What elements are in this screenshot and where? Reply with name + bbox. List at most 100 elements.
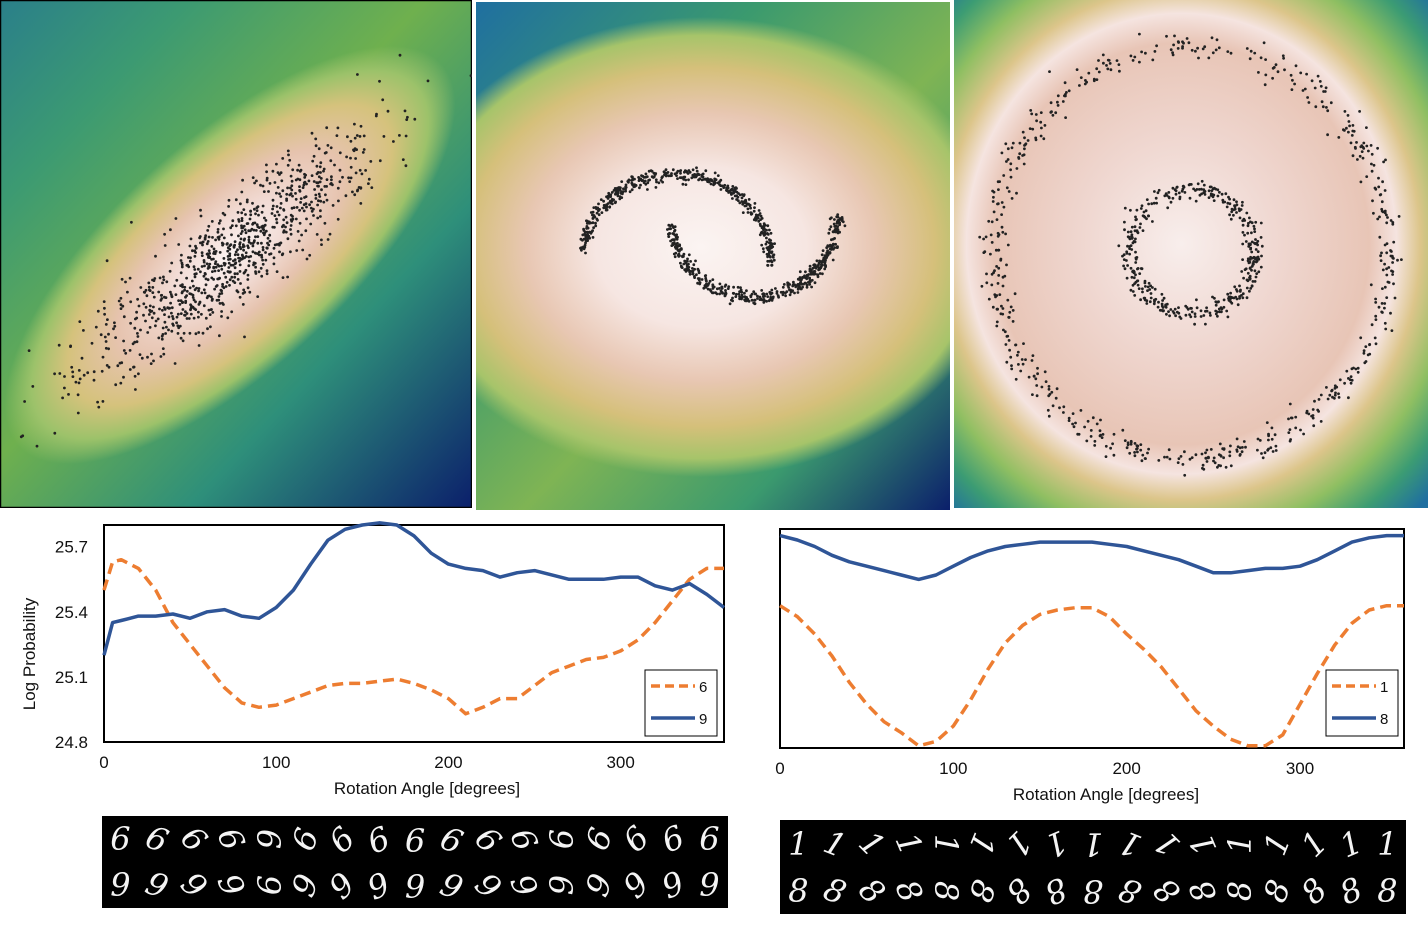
sample-point xyxy=(1156,305,1160,309)
sample-point xyxy=(197,287,201,290)
sample-point xyxy=(1389,311,1392,315)
sample-point xyxy=(338,180,342,184)
sample-point xyxy=(1127,235,1131,239)
sample-point xyxy=(1305,409,1309,413)
sample-point xyxy=(119,296,123,300)
sample-point xyxy=(596,206,600,210)
sample-point xyxy=(814,266,817,269)
sample-point xyxy=(275,191,278,195)
sample-point xyxy=(697,271,701,275)
sample-point xyxy=(201,243,204,247)
sample-point xyxy=(711,278,715,281)
sample-point xyxy=(695,169,699,173)
sample-point xyxy=(1274,449,1278,452)
sample-point xyxy=(1356,370,1360,374)
sample-point xyxy=(671,232,675,235)
digit-glyph: 1 xyxy=(926,833,965,854)
sample-point xyxy=(319,177,323,180)
sample-point xyxy=(1189,183,1193,186)
sample-point xyxy=(203,237,207,241)
sample-point xyxy=(275,221,279,225)
sample-point xyxy=(1129,266,1133,270)
sample-point xyxy=(1010,364,1013,367)
sample-point xyxy=(1391,270,1395,273)
digit-glyph: 9 xyxy=(248,874,287,896)
sample-point xyxy=(670,238,674,242)
sample-point xyxy=(220,264,223,268)
sample-point xyxy=(211,270,214,273)
sample-point xyxy=(114,336,117,339)
sample-point xyxy=(265,176,269,180)
sample-point xyxy=(1364,360,1368,363)
sample-point xyxy=(703,274,707,278)
sample-point xyxy=(256,205,260,209)
sample-point xyxy=(1218,442,1222,446)
sample-point xyxy=(1135,218,1138,221)
sample-point xyxy=(1350,378,1354,382)
sample-point xyxy=(700,175,704,178)
sample-point xyxy=(995,307,999,311)
sample-point xyxy=(1260,254,1263,258)
sample-point xyxy=(1035,384,1039,387)
sample-point xyxy=(1077,432,1081,436)
sample-point xyxy=(687,268,691,272)
sample-point xyxy=(731,185,735,188)
sample-point xyxy=(254,229,258,232)
sample-point xyxy=(163,244,167,247)
sample-point xyxy=(819,265,823,269)
sample-point xyxy=(1370,169,1374,173)
sample-point xyxy=(194,300,197,304)
sample-point xyxy=(1134,250,1137,254)
sample-point xyxy=(222,271,226,275)
sample-point xyxy=(724,292,728,296)
sample-point xyxy=(707,282,711,285)
sample-point xyxy=(212,252,216,255)
sample-point xyxy=(698,281,702,284)
sample-point xyxy=(1145,302,1149,305)
sample-point xyxy=(188,244,192,248)
sample-point xyxy=(231,263,235,267)
sample-point xyxy=(249,213,253,217)
sample-point xyxy=(298,221,302,225)
sample-point xyxy=(819,263,823,267)
sample-point xyxy=(256,241,260,245)
sample-point xyxy=(676,177,679,181)
sample-point xyxy=(261,248,265,252)
sample-point xyxy=(152,295,156,299)
sample-point xyxy=(677,248,681,252)
sample-point xyxy=(1174,189,1178,193)
sample-point xyxy=(198,235,202,238)
sample-point xyxy=(227,270,231,274)
sample-point xyxy=(1006,243,1010,247)
sample-point xyxy=(1374,342,1378,346)
sample-point xyxy=(284,230,288,234)
sample-point xyxy=(820,253,824,257)
sample-point xyxy=(1140,267,1144,271)
sample-point xyxy=(316,216,320,220)
sample-point xyxy=(1193,312,1197,316)
sample-point xyxy=(1034,377,1038,381)
digit-glyph: 1 xyxy=(1181,826,1225,861)
sample-point xyxy=(832,222,836,226)
sample-point xyxy=(732,191,735,195)
sample-point xyxy=(622,187,625,191)
sample-point xyxy=(600,211,604,215)
sample-point xyxy=(835,228,839,232)
sample-point xyxy=(1164,192,1168,196)
sample-point xyxy=(231,219,235,223)
sample-point xyxy=(275,217,278,221)
sample-point xyxy=(1021,362,1025,366)
sample-point xyxy=(695,166,698,170)
sample-point xyxy=(188,292,192,295)
digit-glyph: 9 xyxy=(404,820,426,858)
sample-point xyxy=(1004,232,1007,236)
sample-point xyxy=(193,249,197,253)
sample-point xyxy=(300,233,303,237)
sample-point xyxy=(735,194,738,198)
sample-point xyxy=(122,349,126,352)
sample-point xyxy=(63,386,66,390)
sample-point xyxy=(263,216,266,220)
sample-point xyxy=(995,324,999,328)
sample-point xyxy=(239,282,242,285)
sample-point xyxy=(242,238,246,242)
